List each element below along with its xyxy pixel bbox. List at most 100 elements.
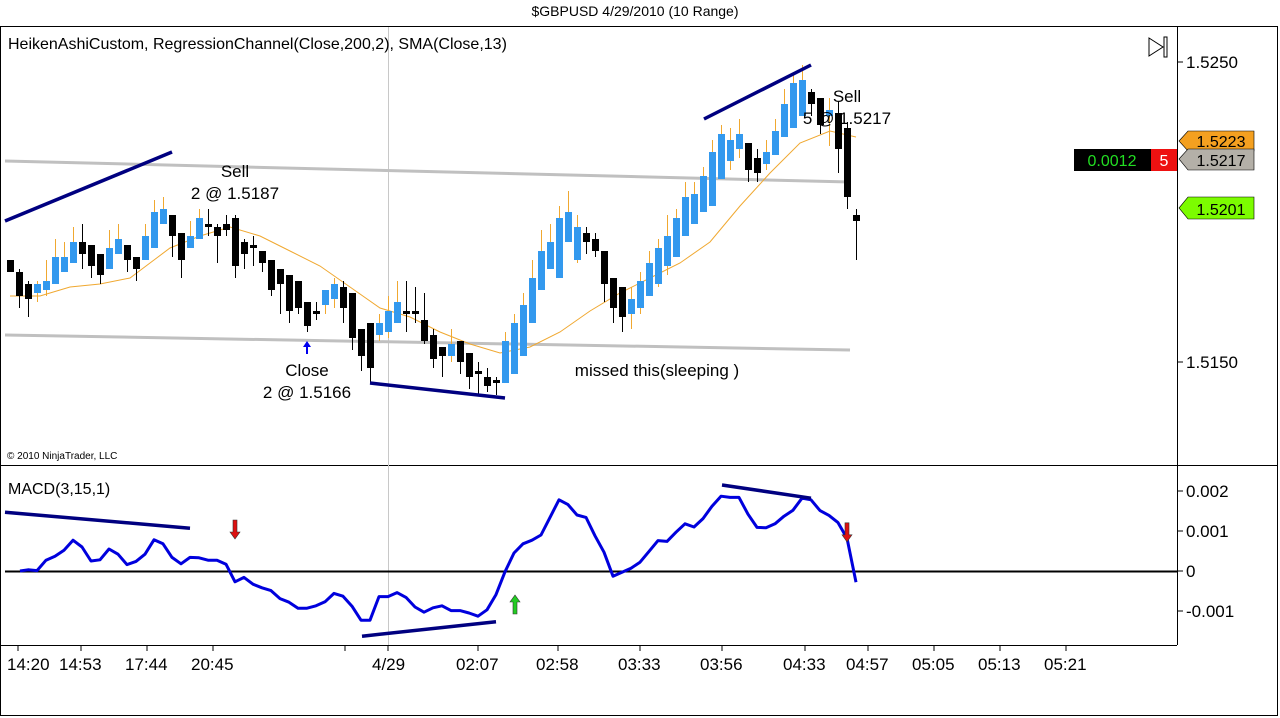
candle bbox=[169, 215, 176, 257]
candle bbox=[754, 149, 761, 182]
time-axis-label: 04:33 bbox=[783, 655, 826, 674]
candle bbox=[817, 98, 824, 134]
candle bbox=[196, 209, 203, 239]
candle bbox=[592, 233, 599, 257]
macd-trendline[interactable] bbox=[361, 620, 497, 638]
candle bbox=[367, 323, 374, 383]
chart-frame bbox=[0, 26, 1278, 716]
candle bbox=[448, 329, 455, 362]
candle bbox=[412, 287, 419, 323]
scroll-to-end-icon[interactable] bbox=[1148, 36, 1168, 58]
macd-trendline[interactable] bbox=[721, 483, 812, 500]
macd-axis-label: 0.001 bbox=[1186, 522, 1229, 541]
svg-text:Sell: Sell bbox=[221, 162, 249, 181]
candle bbox=[259, 251, 266, 272]
candle bbox=[232, 215, 239, 278]
candle bbox=[79, 224, 86, 269]
candle bbox=[574, 215, 581, 263]
svg-text:1.5201: 1.5201 bbox=[1197, 202, 1246, 219]
price-indicator-label: HeikenAshiCustom, RegressionChannel(Clos… bbox=[8, 36, 507, 53]
candle bbox=[619, 287, 626, 332]
candle bbox=[727, 128, 734, 170]
candle bbox=[565, 191, 572, 242]
time-axis-label: 05:13 bbox=[978, 655, 1021, 674]
candle bbox=[223, 215, 230, 236]
price-trendline[interactable] bbox=[4, 150, 173, 223]
svg-text:2 @ 1.5187: 2 @ 1.5187 bbox=[191, 184, 279, 203]
candle bbox=[646, 251, 653, 296]
candle bbox=[637, 272, 644, 314]
candle bbox=[421, 293, 428, 344]
candle bbox=[835, 101, 842, 173]
time-axis-label: 02:07 bbox=[456, 655, 499, 674]
candle bbox=[277, 269, 284, 314]
candle bbox=[394, 281, 401, 323]
candle bbox=[70, 227, 77, 263]
candle bbox=[268, 260, 275, 296]
candle bbox=[61, 242, 68, 272]
candle bbox=[97, 254, 104, 284]
candle bbox=[700, 167, 707, 212]
candle bbox=[511, 314, 518, 374]
candle bbox=[160, 197, 167, 224]
sma-price-marker: 1.5223 bbox=[1178, 130, 1255, 152]
candle bbox=[349, 293, 356, 350]
candle bbox=[313, 302, 320, 320]
candle bbox=[475, 362, 482, 395]
copyright-label: © 2010 NinjaTrader, LLC bbox=[7, 451, 117, 462]
time-axis-label: 02:58 bbox=[536, 655, 579, 674]
price-trendline[interactable] bbox=[369, 381, 506, 400]
candle bbox=[16, 269, 23, 308]
candle bbox=[763, 140, 770, 170]
regression-channel-lower bbox=[4, 333, 851, 352]
candle bbox=[547, 224, 554, 269]
candle bbox=[304, 302, 311, 332]
candle bbox=[115, 224, 122, 254]
candle bbox=[493, 377, 500, 395]
macd-panel[interactable] bbox=[4, 483, 1177, 638]
time-axis-label: 04:57 bbox=[846, 655, 889, 674]
candle bbox=[709, 140, 716, 206]
candle bbox=[529, 260, 536, 323]
candle bbox=[718, 125, 725, 179]
macd-axis-label: -0.001 bbox=[1186, 602, 1234, 621]
candle bbox=[601, 251, 608, 302]
candle bbox=[106, 230, 113, 269]
price-trendline[interactable] bbox=[703, 63, 812, 121]
candle bbox=[484, 368, 491, 392]
sell-annotation-2: Sell 5 @ 1.5217 bbox=[803, 87, 891, 128]
candle bbox=[853, 209, 860, 260]
time-axis-label: 05:05 bbox=[912, 655, 955, 674]
buy-signal-arrow-icon bbox=[509, 594, 521, 615]
candle bbox=[790, 74, 797, 128]
svg-text:5 @ 1.5217: 5 @ 1.5217 bbox=[803, 109, 891, 128]
candle bbox=[583, 227, 590, 254]
candle bbox=[466, 353, 473, 389]
candle bbox=[844, 122, 851, 209]
time-axis-label: 03:33 bbox=[618, 655, 661, 674]
candle bbox=[187, 221, 194, 248]
svg-text:1.5217: 1.5217 bbox=[1197, 153, 1246, 170]
macd-axis-label: 0.002 bbox=[1186, 482, 1229, 501]
time-axis-label: 4/29 bbox=[372, 655, 405, 674]
sell-annotation-1: Sell 2 @ 1.5187 bbox=[191, 162, 279, 203]
macd-trendline[interactable] bbox=[4, 510, 191, 530]
time-axis-label: 20:45 bbox=[191, 655, 234, 674]
candle bbox=[610, 278, 617, 323]
sell-signal-arrow-icon bbox=[229, 519, 241, 540]
price-panel[interactable] bbox=[4, 63, 860, 400]
candle bbox=[628, 287, 635, 329]
candle bbox=[403, 281, 410, 332]
sell-signal-arrow-icon bbox=[841, 522, 853, 543]
candle bbox=[430, 329, 437, 368]
candle bbox=[88, 245, 95, 278]
close-annotation: Close 2 @ 1.5166 bbox=[263, 361, 351, 402]
candle bbox=[808, 89, 815, 116]
price-axis-label: 1.5150 bbox=[1186, 353, 1238, 372]
candle bbox=[25, 281, 32, 317]
candle bbox=[340, 281, 347, 323]
candle bbox=[520, 293, 527, 356]
candle bbox=[133, 257, 140, 281]
candle bbox=[43, 260, 50, 296]
